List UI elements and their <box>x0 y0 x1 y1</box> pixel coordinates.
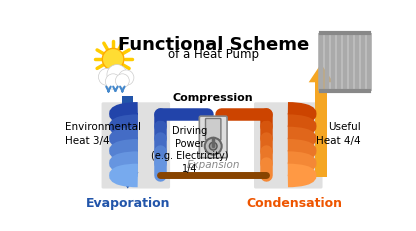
Polygon shape <box>309 64 333 83</box>
FancyBboxPatch shape <box>254 103 322 189</box>
FancyBboxPatch shape <box>206 119 221 140</box>
Circle shape <box>115 74 129 88</box>
Bar <box>315 83 327 177</box>
Circle shape <box>105 74 121 90</box>
Circle shape <box>209 143 217 150</box>
Circle shape <box>107 65 127 85</box>
Text: Condensation: Condensation <box>246 196 342 209</box>
Text: Environmental
Heat 3/4: Environmental Heat 3/4 <box>65 122 141 145</box>
Text: Functional Scheme: Functional Scheme <box>118 35 309 53</box>
FancyBboxPatch shape <box>199 117 227 158</box>
Text: of a Heat Pump: of a Heat Pump <box>168 48 259 61</box>
Text: Driving
Power
(e.g. Electricity)
1/4: Driving Power (e.g. Electricity) 1/4 <box>151 126 229 173</box>
Circle shape <box>99 69 115 86</box>
Bar <box>122 97 133 173</box>
Circle shape <box>119 71 134 86</box>
Text: Compression: Compression <box>173 93 253 103</box>
Text: Useful
Heat 4/4: Useful Heat 4/4 <box>317 122 361 145</box>
Circle shape <box>205 138 222 155</box>
Text: Expansion: Expansion <box>186 159 240 169</box>
Circle shape <box>102 49 124 71</box>
Polygon shape <box>117 173 139 189</box>
FancyBboxPatch shape <box>102 103 170 189</box>
Text: Evaporation: Evaporation <box>85 196 170 209</box>
